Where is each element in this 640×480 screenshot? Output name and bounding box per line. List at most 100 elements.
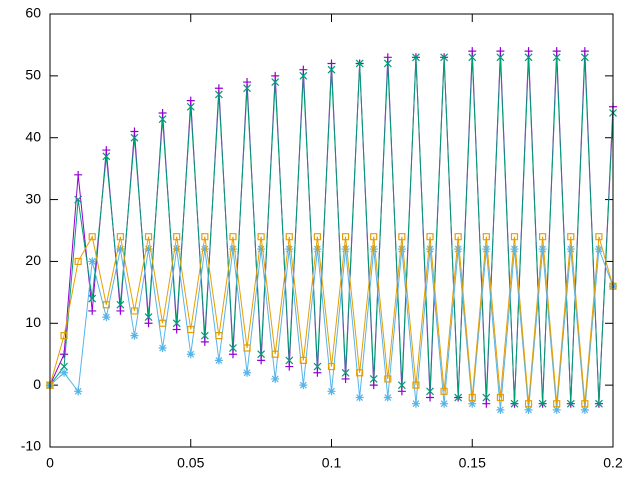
point (116, 245, 125, 254)
point (594, 245, 603, 254)
point (327, 362, 336, 371)
point (566, 245, 575, 254)
point (426, 233, 434, 241)
point (580, 53, 589, 62)
point (144, 245, 153, 254)
point (257, 233, 265, 241)
point (566, 399, 575, 408)
x-tick-label: 0.15 (459, 455, 486, 471)
point (88, 306, 97, 315)
point (172, 319, 181, 328)
point (60, 350, 69, 359)
point (524, 405, 533, 414)
y-tick-label: 40 (25, 128, 41, 144)
y-tick-label: -10 (21, 438, 41, 454)
point (60, 332, 68, 340)
x-tick-label: 0 (46, 455, 54, 471)
x-tick-label: 0.2 (603, 455, 623, 471)
point (510, 233, 519, 241)
point (412, 53, 420, 62)
point (186, 102, 195, 111)
point (581, 400, 589, 408)
point (341, 374, 350, 383)
point (482, 399, 491, 408)
point (313, 368, 322, 377)
point (341, 233, 350, 241)
point (468, 47, 477, 56)
point (243, 368, 252, 377)
point (356, 369, 364, 377)
point (609, 282, 617, 290)
point (482, 233, 490, 241)
point (172, 325, 181, 334)
point (426, 393, 435, 402)
point (524, 53, 533, 62)
point (327, 59, 336, 68)
point (243, 84, 251, 93)
point (257, 245, 266, 254)
point (285, 362, 294, 371)
series (46, 233, 617, 408)
point (228, 350, 237, 359)
point (158, 115, 167, 124)
y-tick-label: 30 (25, 190, 41, 206)
point (355, 393, 364, 402)
point (468, 393, 476, 402)
point (383, 53, 392, 62)
point (552, 405, 561, 414)
point (285, 233, 293, 241)
point (595, 233, 603, 241)
point (580, 47, 589, 56)
point (299, 65, 308, 74)
point (130, 331, 139, 340)
point (285, 356, 294, 365)
y-tick-label: 60 (25, 5, 41, 21)
point (411, 399, 420, 408)
point (130, 307, 139, 315)
point (299, 356, 307, 364)
point (116, 306, 125, 315)
y-tick-label: 50 (25, 67, 41, 83)
point (46, 381, 54, 389)
point (482, 245, 491, 254)
point (313, 245, 322, 254)
point (299, 381, 308, 390)
point (102, 301, 110, 309)
point (229, 344, 237, 352)
point (567, 233, 575, 241)
point (214, 356, 223, 365)
point (524, 47, 533, 56)
point (510, 245, 519, 254)
point (200, 245, 209, 254)
point (60, 368, 69, 377)
point (186, 96, 195, 105)
x-tick-label: 0.05 (177, 455, 204, 471)
point (116, 300, 125, 309)
point (257, 356, 266, 365)
point (552, 53, 561, 62)
point (397, 387, 406, 396)
point (496, 53, 505, 62)
point (327, 387, 336, 396)
point (327, 65, 336, 74)
point (214, 84, 223, 93)
point (482, 393, 491, 402)
point (200, 331, 209, 340)
point (271, 78, 280, 86)
point (524, 400, 533, 408)
point (102, 152, 111, 161)
point (243, 344, 251, 352)
point (214, 90, 223, 99)
point (369, 245, 378, 254)
point (397, 245, 406, 254)
point (158, 344, 167, 353)
point (552, 47, 561, 56)
point (454, 245, 463, 254)
point (88, 257, 97, 266)
point (60, 362, 68, 371)
point (257, 350, 266, 359)
point (341, 245, 350, 254)
point (271, 374, 280, 383)
point (398, 233, 406, 241)
